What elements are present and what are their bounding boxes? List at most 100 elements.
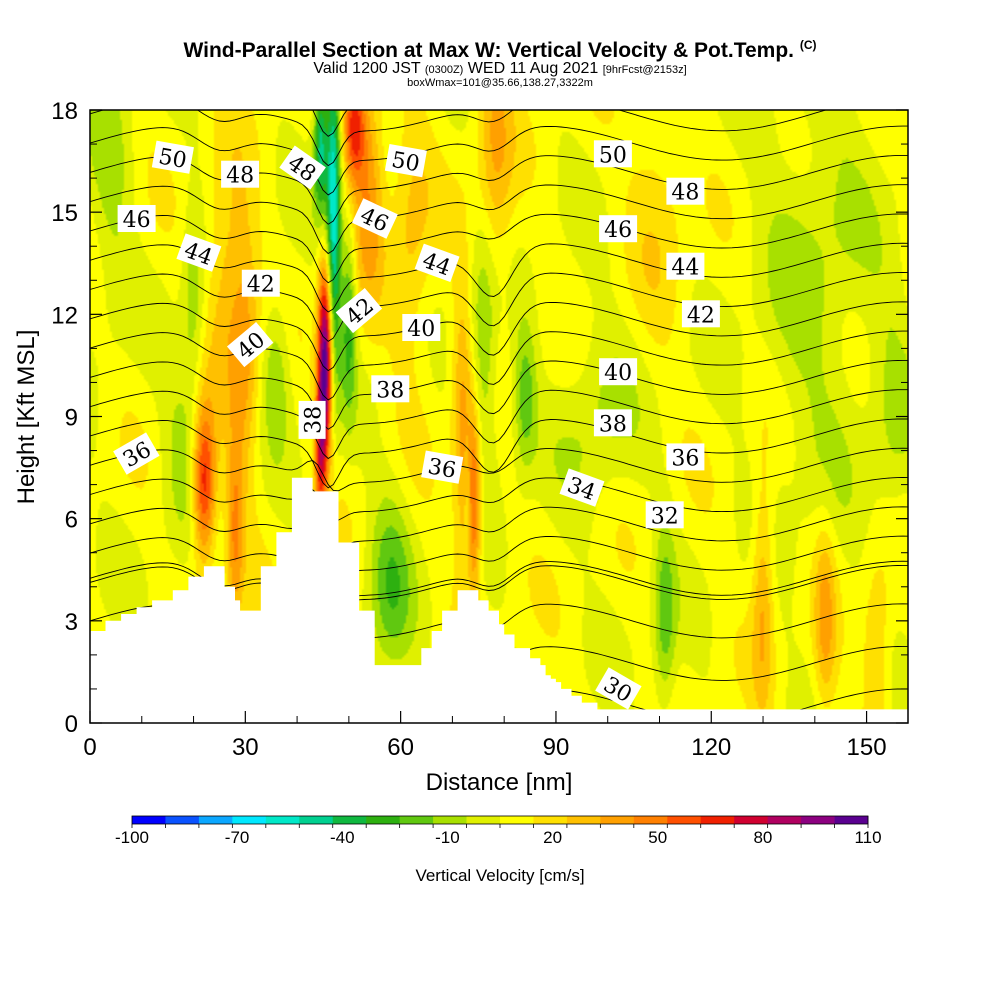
contour-label-box (414, 243, 460, 283)
forecast-info: [9hrFcst@2153z] (602, 64, 687, 76)
terrain-mask (90, 477, 908, 723)
contour-label-text: 38 (599, 412, 627, 437)
contour-label: 32 (645, 501, 684, 529)
contour-label-box (645, 501, 684, 529)
contour-label-box (298, 400, 326, 439)
colorbar-swatch (633, 816, 668, 824)
chart-title: Wind-Parallel Section at Max W: Vertical… (183, 38, 817, 62)
contour-label: 38 (298, 400, 327, 439)
contour-label-text: 36 (671, 446, 699, 471)
contour-label-box (593, 409, 632, 437)
theta-contour (90, 560, 908, 605)
x-tick-label: 30 (232, 734, 259, 761)
contour-label-text: 36 (426, 454, 458, 483)
contour-label-box (241, 269, 280, 297)
colorbar-swatch (399, 816, 434, 824)
contour-label: 34 (559, 468, 605, 507)
theta-contour (90, 477, 908, 521)
x-tick-label: 150 (847, 734, 887, 761)
contour-label-box (117, 205, 156, 232)
colorbar-swatch (600, 816, 635, 824)
x-tick-label: 60 (387, 734, 414, 761)
theta-contour (90, 110, 828, 167)
x-tick-label: 90 (543, 734, 570, 761)
contour-label-box (421, 450, 464, 484)
contour-label: 40 (599, 358, 638, 386)
theta-contour (90, 447, 908, 492)
potential-temperature-contours (90, 110, 908, 723)
colorbar-swatch (566, 816, 601, 824)
y-tick-label: 0 (65, 711, 78, 738)
colorbar-swatch (834, 816, 869, 824)
theta-contour (90, 535, 908, 580)
contour-label-text: 46 (123, 208, 151, 233)
colorbar-tick-label: 20 (543, 828, 562, 847)
colorbar-swatch (734, 816, 769, 824)
contour-label-box (176, 233, 222, 272)
contour-label-box (595, 667, 642, 710)
contour-label-box (221, 160, 260, 188)
contour-label: 44 (666, 252, 705, 281)
contour-label: 48 (279, 145, 326, 190)
colorbar-tick-label: 50 (648, 828, 667, 847)
theta-contour (90, 184, 908, 255)
utc-time: (0300Z) (424, 64, 464, 76)
contour-label: 48 (221, 160, 260, 189)
contour-label-box (151, 140, 194, 174)
contour-label-box (599, 358, 638, 386)
contour-label-box (371, 375, 410, 403)
contour-label-text: 38 (376, 378, 404, 403)
colorbar-swatch (466, 816, 501, 824)
colorbar-swatch (265, 816, 300, 824)
contour-label-text: 50 (599, 143, 627, 168)
x-tick-label: 0 (83, 734, 96, 761)
contour-label-box (681, 300, 720, 328)
contour-label-text: 50 (390, 148, 422, 177)
contour-label-box (226, 322, 274, 368)
colorbar-swatch (165, 816, 200, 824)
theta-contour (90, 389, 908, 460)
box-info: boxWmax=101@35.66,138.27,3322m (407, 77, 593, 89)
contour-label-box (351, 198, 398, 239)
colorbar-swatch (801, 816, 835, 824)
theta-contour (90, 330, 908, 401)
colorbar-swatch (533, 816, 568, 824)
colorbar-swatch (767, 816, 802, 824)
colorbar-swatch (232, 816, 267, 824)
contour-label-box (384, 144, 427, 178)
colorbar-tick-label: 110 (854, 828, 881, 847)
contour-label: 50 (593, 140, 632, 168)
contour-label-text: 46 (604, 218, 632, 243)
colorbar-tick-label: -40 (330, 828, 355, 847)
theta-contour (90, 506, 908, 550)
colorbar-swatch (667, 816, 702, 824)
colorbar-swatch (700, 816, 735, 824)
copyright-mark: (C) (799, 38, 817, 52)
x-tick-label: 120 (691, 734, 731, 761)
contour-label: 38 (371, 375, 410, 403)
contour-label-box (666, 443, 705, 471)
y-tick-label: 15 (51, 200, 78, 227)
colorbar-swatch (366, 816, 401, 824)
contour-label-text: 40 (604, 361, 632, 386)
contour-label-box (335, 287, 383, 334)
contour-label-box (279, 145, 326, 190)
contour-label: 42 (241, 269, 280, 298)
y-tick-label: 9 (65, 405, 78, 432)
colorbar-tick-label: 80 (753, 828, 772, 847)
contour-label: 40 (402, 314, 441, 342)
contour-label-box (593, 140, 632, 168)
contour-label-box (599, 215, 638, 243)
theta-contour (90, 125, 908, 196)
y-tick-label: 18 (51, 98, 78, 125)
colorbar-swatch (198, 816, 233, 824)
contour-label-text: 32 (651, 504, 679, 529)
colorbar-swatch (132, 816, 166, 824)
contour-label-text: 38 (302, 406, 327, 434)
contour-label: 46 (117, 205, 156, 233)
colorbar-tick-label: -10 (435, 828, 460, 847)
contour-label-text: 44 (671, 256, 699, 281)
contour-label-box (113, 432, 160, 475)
